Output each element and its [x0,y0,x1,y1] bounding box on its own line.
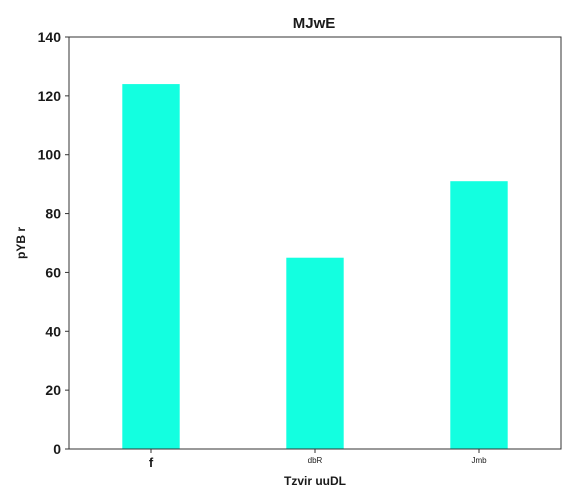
y-tick-label: 80 [45,206,61,222]
bar-f [122,84,180,449]
bar-Jmb [450,181,508,449]
y-tick-label: 120 [38,88,62,104]
y-tick-label: 0 [53,441,61,457]
y-tick-label: 40 [45,323,61,339]
x-tick-label: Jmb [471,456,487,465]
y-tick-label: 60 [45,264,61,280]
x-axis-label: Tzvir uuDL [284,474,346,488]
y-tick-label: 140 [38,29,62,45]
y-tick-label: 100 [38,147,62,163]
y-tick-label: 20 [45,382,61,398]
bar-dbR [286,257,344,449]
y-ticks-group: 0 20 40 60 80 100 120 140 [38,29,69,457]
bars-group [122,84,508,449]
y-axis-label: pYB r [14,227,28,259]
x-tick-label: f [149,455,154,470]
x-tick-label: dbR [308,456,323,465]
x-ticks-group: f dbR Jmb [149,449,487,470]
chart-title: MJwE [293,15,336,32]
